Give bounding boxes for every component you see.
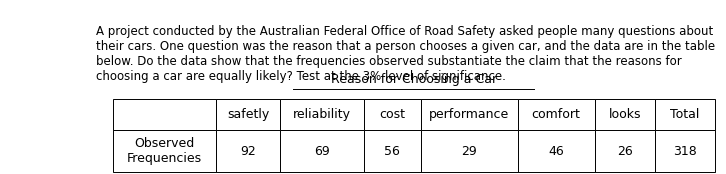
Text: reliability: reliability xyxy=(293,108,351,121)
Bar xyxy=(420,130,518,172)
Text: 56: 56 xyxy=(384,145,400,158)
Text: 46: 46 xyxy=(548,145,564,158)
Bar xyxy=(420,99,518,130)
Bar xyxy=(280,130,364,172)
Text: safetly: safetly xyxy=(227,108,269,121)
Bar xyxy=(518,99,595,130)
Text: 69: 69 xyxy=(314,145,330,158)
Bar xyxy=(364,99,420,130)
Text: looks: looks xyxy=(608,108,641,121)
Bar xyxy=(216,130,280,172)
Text: performance: performance xyxy=(429,108,509,121)
Text: A project conducted by the Australian Federal Office of Road Safety asked people: A project conducted by the Australian Fe… xyxy=(97,25,716,83)
Bar xyxy=(518,130,595,172)
Bar xyxy=(113,99,216,130)
Bar xyxy=(364,130,420,172)
Text: 26: 26 xyxy=(617,145,632,158)
Text: Reason for Choosing a Car: Reason for Choosing a Car xyxy=(331,73,497,86)
Text: 92: 92 xyxy=(240,145,256,158)
Text: cost: cost xyxy=(379,108,405,121)
Bar xyxy=(113,130,216,172)
Text: Total: Total xyxy=(670,108,700,121)
Text: comfort: comfort xyxy=(531,108,581,121)
Bar xyxy=(595,99,655,130)
Bar xyxy=(280,99,364,130)
Text: 318: 318 xyxy=(673,145,697,158)
Text: Observed
Frequencies: Observed Frequencies xyxy=(127,137,202,165)
Bar xyxy=(216,99,280,130)
Bar xyxy=(595,130,655,172)
Text: 29: 29 xyxy=(461,145,477,158)
Bar xyxy=(655,99,715,130)
Bar xyxy=(655,130,715,172)
